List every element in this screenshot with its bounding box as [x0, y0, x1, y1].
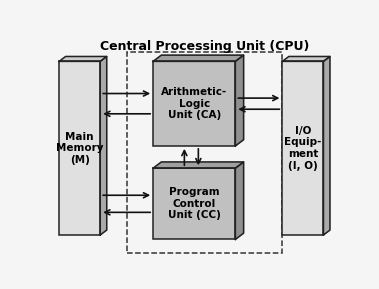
- Polygon shape: [235, 162, 244, 239]
- Bar: [282, 61, 324, 235]
- Bar: [59, 61, 100, 235]
- Text: Program
Control
Unit (CC): Program Control Unit (CC): [168, 187, 221, 221]
- Polygon shape: [59, 56, 107, 61]
- Text: Main
Memory
(M): Main Memory (M): [56, 131, 103, 165]
- Text: I/O
Equip-
ment
(I, O): I/O Equip- ment (I, O): [284, 126, 322, 171]
- Polygon shape: [153, 55, 244, 61]
- Bar: [153, 61, 235, 146]
- Text: Arithmetic-
Logic
Unit (CA): Arithmetic- Logic Unit (CA): [161, 87, 227, 120]
- Bar: [153, 168, 235, 239]
- Bar: [127, 53, 282, 253]
- Polygon shape: [153, 162, 244, 168]
- Polygon shape: [324, 56, 330, 235]
- Polygon shape: [100, 56, 107, 235]
- Polygon shape: [235, 55, 244, 146]
- Text: Central Processing Unit (CPU): Central Processing Unit (CPU): [100, 40, 309, 53]
- Polygon shape: [282, 56, 330, 61]
